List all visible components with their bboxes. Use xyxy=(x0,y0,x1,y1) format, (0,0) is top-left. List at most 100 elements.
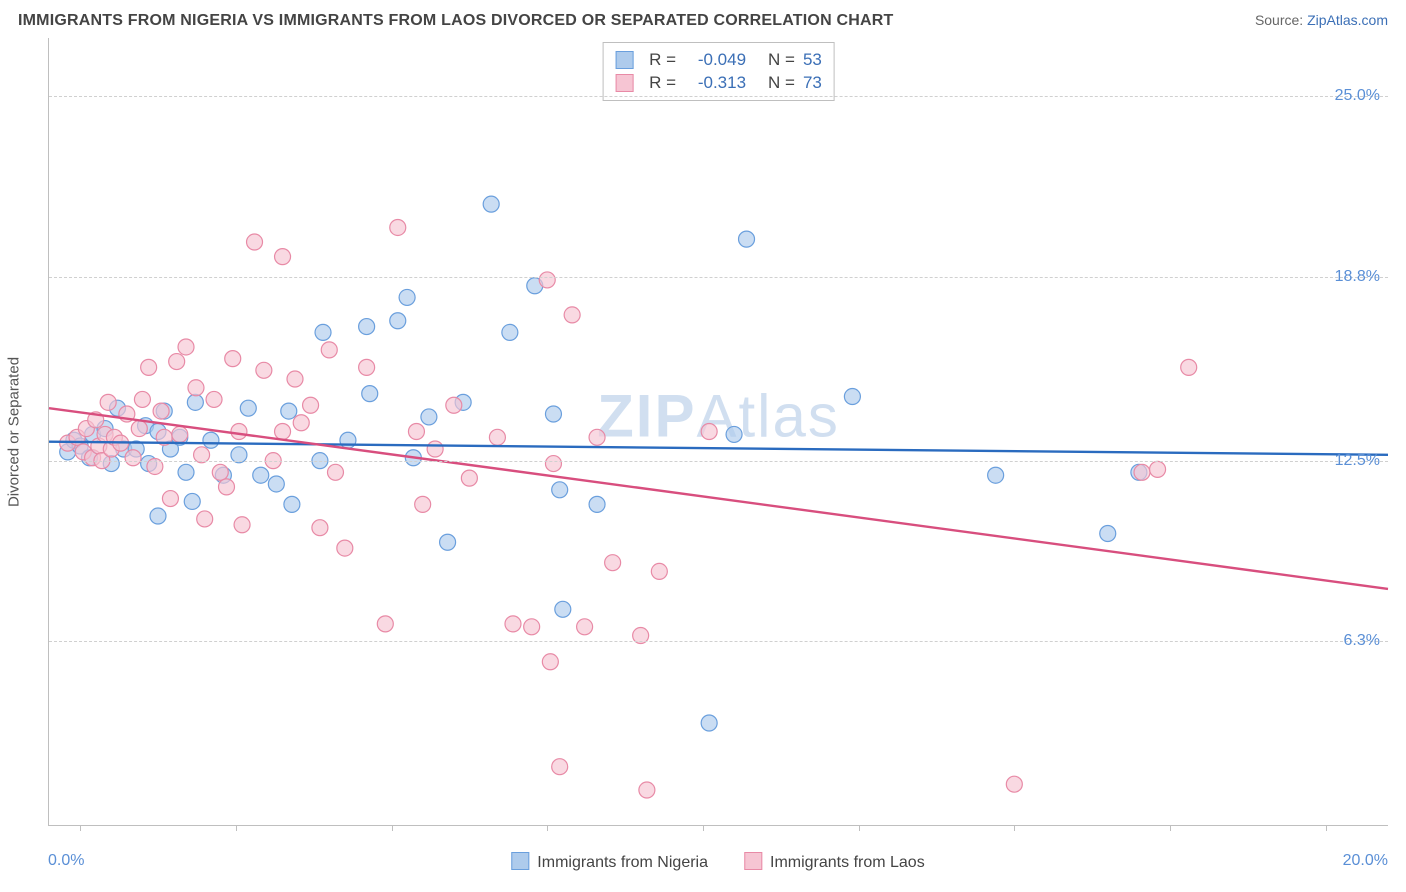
series-legend: Immigrants from Nigeria Immigrants from L… xyxy=(511,852,924,872)
scatter-point xyxy=(203,432,219,448)
scatter-point xyxy=(552,759,568,775)
regression-line xyxy=(49,442,1388,455)
scatter-point xyxy=(421,409,437,425)
scatter-point xyxy=(141,359,157,375)
scatter-point xyxy=(100,394,116,410)
legend-item: Immigrants from Laos xyxy=(744,852,925,872)
x-tick xyxy=(1326,825,1327,831)
scatter-point xyxy=(162,491,178,507)
scatter-point xyxy=(268,476,284,492)
x-tick xyxy=(547,825,548,831)
scatter-point xyxy=(489,429,505,445)
scatter-point xyxy=(234,517,250,533)
scatter-point xyxy=(197,511,213,527)
scatter-point xyxy=(524,619,540,635)
scatter-point xyxy=(172,426,188,442)
scatter-point xyxy=(134,391,150,407)
scatter-point xyxy=(555,601,571,617)
x-tick xyxy=(1170,825,1171,831)
scatter-point xyxy=(739,231,755,247)
x-axis-min-label: 0.0% xyxy=(48,852,84,870)
x-tick xyxy=(80,825,81,831)
scatter-point xyxy=(247,234,263,250)
y-tick-label: 18.8% xyxy=(1335,268,1380,286)
scatter-point xyxy=(178,464,194,480)
scatter-point xyxy=(359,319,375,335)
regression-line xyxy=(49,408,1388,589)
scatter-point xyxy=(125,450,141,466)
scatter-point xyxy=(589,496,605,512)
scatter-point xyxy=(359,359,375,375)
scatter-point xyxy=(287,371,303,387)
scatter-point xyxy=(312,520,328,536)
scatter-point xyxy=(281,403,297,419)
legend-swatch xyxy=(615,51,633,69)
scatter-point xyxy=(284,496,300,512)
legend-swatch xyxy=(511,852,529,870)
scatter-point xyxy=(589,429,605,445)
scatter-point xyxy=(651,563,667,579)
y-tick-label: 6.3% xyxy=(1344,632,1380,650)
scatter-point xyxy=(131,421,147,437)
y-tick-label: 12.5% xyxy=(1335,452,1380,470)
scatter-point xyxy=(1134,464,1150,480)
scatter-point xyxy=(321,342,337,358)
scatter-point xyxy=(275,424,291,440)
scatter-point xyxy=(275,249,291,265)
gridline xyxy=(49,461,1388,462)
scatter-point xyxy=(315,324,331,340)
scatter-point xyxy=(639,782,655,798)
scatter-point xyxy=(212,464,228,480)
scatter-point xyxy=(502,324,518,340)
scatter-point xyxy=(225,351,241,367)
scatter-point xyxy=(446,397,462,413)
legend-swatch xyxy=(744,852,762,870)
x-tick xyxy=(859,825,860,831)
gridline xyxy=(49,641,1388,642)
scatter-point xyxy=(327,464,343,480)
correlation-legend: R =-0.049N =53R =-0.313N =73 xyxy=(602,42,835,101)
scatter-point xyxy=(552,482,568,498)
scatter-point xyxy=(844,389,860,405)
scatter-point xyxy=(545,456,561,472)
scatter-point xyxy=(1181,359,1197,375)
source-link[interactable]: ZipAtlas.com xyxy=(1307,12,1388,28)
x-tick xyxy=(703,825,704,831)
scatter-point xyxy=(542,654,558,670)
y-tick-label: 25.0% xyxy=(1335,87,1380,105)
scatter-point xyxy=(427,441,443,457)
y-axis-label: Divorced or Separated xyxy=(6,357,23,507)
scatter-point xyxy=(337,540,353,556)
scatter-point xyxy=(178,339,194,355)
legend-item: Immigrants from Nigeria xyxy=(511,852,708,872)
x-tick xyxy=(1014,825,1015,831)
scatter-point xyxy=(362,386,378,402)
scatter-point xyxy=(231,424,247,440)
source-label: Source: ZipAtlas.com xyxy=(1255,12,1388,28)
scatter-point xyxy=(539,272,555,288)
scatter-point xyxy=(415,496,431,512)
x-tick xyxy=(392,825,393,831)
scatter-point xyxy=(240,400,256,416)
x-tick xyxy=(236,825,237,831)
scatter-point xyxy=(701,715,717,731)
scatter-point xyxy=(150,508,166,524)
scatter-point xyxy=(218,479,234,495)
scatter-point xyxy=(988,467,1004,483)
scatter-point xyxy=(390,219,406,235)
legend-label: Immigrants from Nigeria xyxy=(537,854,708,871)
scatter-point xyxy=(605,555,621,571)
scatter-point xyxy=(1006,776,1022,792)
scatter-point xyxy=(505,616,521,632)
scatter-point xyxy=(184,493,200,509)
scatter-point xyxy=(303,397,319,413)
legend-row: R =-0.313N =73 xyxy=(615,73,822,93)
scatter-point xyxy=(545,406,561,422)
scatter-point xyxy=(253,467,269,483)
scatter-point xyxy=(206,391,222,407)
scatter-point xyxy=(399,289,415,305)
scatter-svg xyxy=(49,38,1388,825)
scatter-point xyxy=(256,362,272,378)
scatter-point xyxy=(461,470,477,486)
scatter-point xyxy=(293,415,309,431)
